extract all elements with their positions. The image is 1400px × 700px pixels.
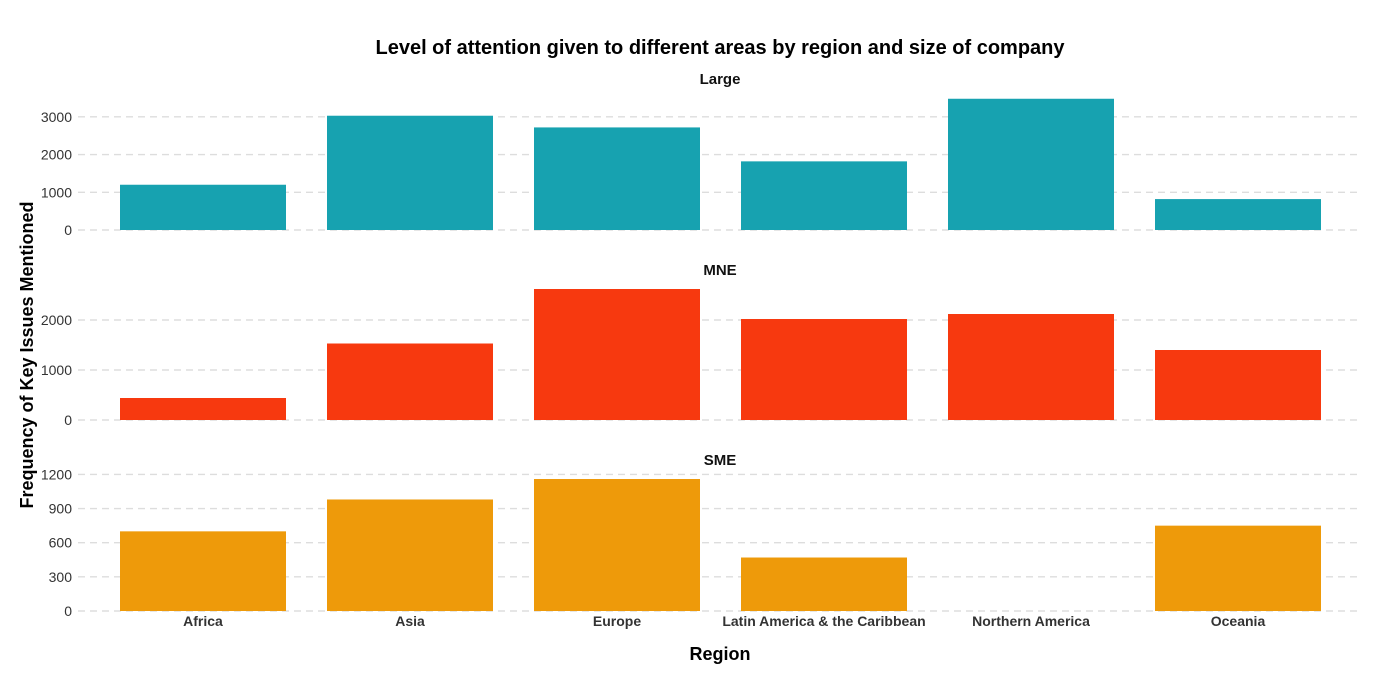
bar-sme xyxy=(1155,525,1321,611)
y-tick-label-large: 1000 xyxy=(41,184,72,200)
y-axis-title: Frequency of Key Issues Mentioned xyxy=(17,201,37,508)
y-tick-label-sme: 300 xyxy=(49,569,73,585)
facet-title-sme: SME xyxy=(704,452,737,469)
bar-mne xyxy=(948,314,1114,420)
x-axis-title: Region xyxy=(690,644,751,664)
y-tick-label-sme: 900 xyxy=(49,501,73,517)
y-tick-label-mne: 2000 xyxy=(41,312,72,328)
x-tick-label: Asia xyxy=(395,613,425,629)
y-tick-label-large: 2000 xyxy=(41,147,72,163)
bar-sme xyxy=(534,479,700,611)
x-tick-label: Europe xyxy=(593,613,641,629)
x-tick-label: Latin America & the Caribbean xyxy=(722,613,925,629)
x-tick-label: Africa xyxy=(183,613,223,629)
facet-title-mne: MNE xyxy=(703,262,736,279)
bar-large xyxy=(534,127,700,230)
y-tick-label-large: 0 xyxy=(64,222,72,238)
bar-sme xyxy=(327,499,493,611)
bar-mne xyxy=(534,289,700,420)
y-tick-label-large: 3000 xyxy=(41,109,72,125)
bar-sme xyxy=(120,531,286,611)
bar-large xyxy=(948,98,1114,230)
x-tick-label: Oceania xyxy=(1211,613,1266,629)
bar-mne xyxy=(120,398,286,420)
bar-mne xyxy=(327,343,493,420)
bar-large xyxy=(120,184,286,230)
bar-large xyxy=(1155,199,1321,230)
bar-sme xyxy=(741,557,907,611)
bar-large xyxy=(741,161,907,230)
x-tick-label: Northern America xyxy=(972,613,1090,629)
y-tick-label-sme: 0 xyxy=(64,603,72,619)
bar-mne xyxy=(741,319,907,420)
bar-large xyxy=(327,115,493,230)
plot-area: Large 0 1000 2000 3000 MNE 0 1000 2000 SME 0 300 600… xyxy=(41,71,1360,629)
bar-mne xyxy=(1155,350,1321,420)
chart-title: Level of attention given to different ar… xyxy=(375,37,1065,59)
y-tick-label-mne: 1000 xyxy=(41,362,72,378)
y-tick-label-mne: 0 xyxy=(64,412,72,428)
y-tick-label-sme: 1200 xyxy=(41,466,72,482)
y-tick-label-sme: 600 xyxy=(49,535,73,551)
facet-title-large: Large xyxy=(700,71,741,88)
